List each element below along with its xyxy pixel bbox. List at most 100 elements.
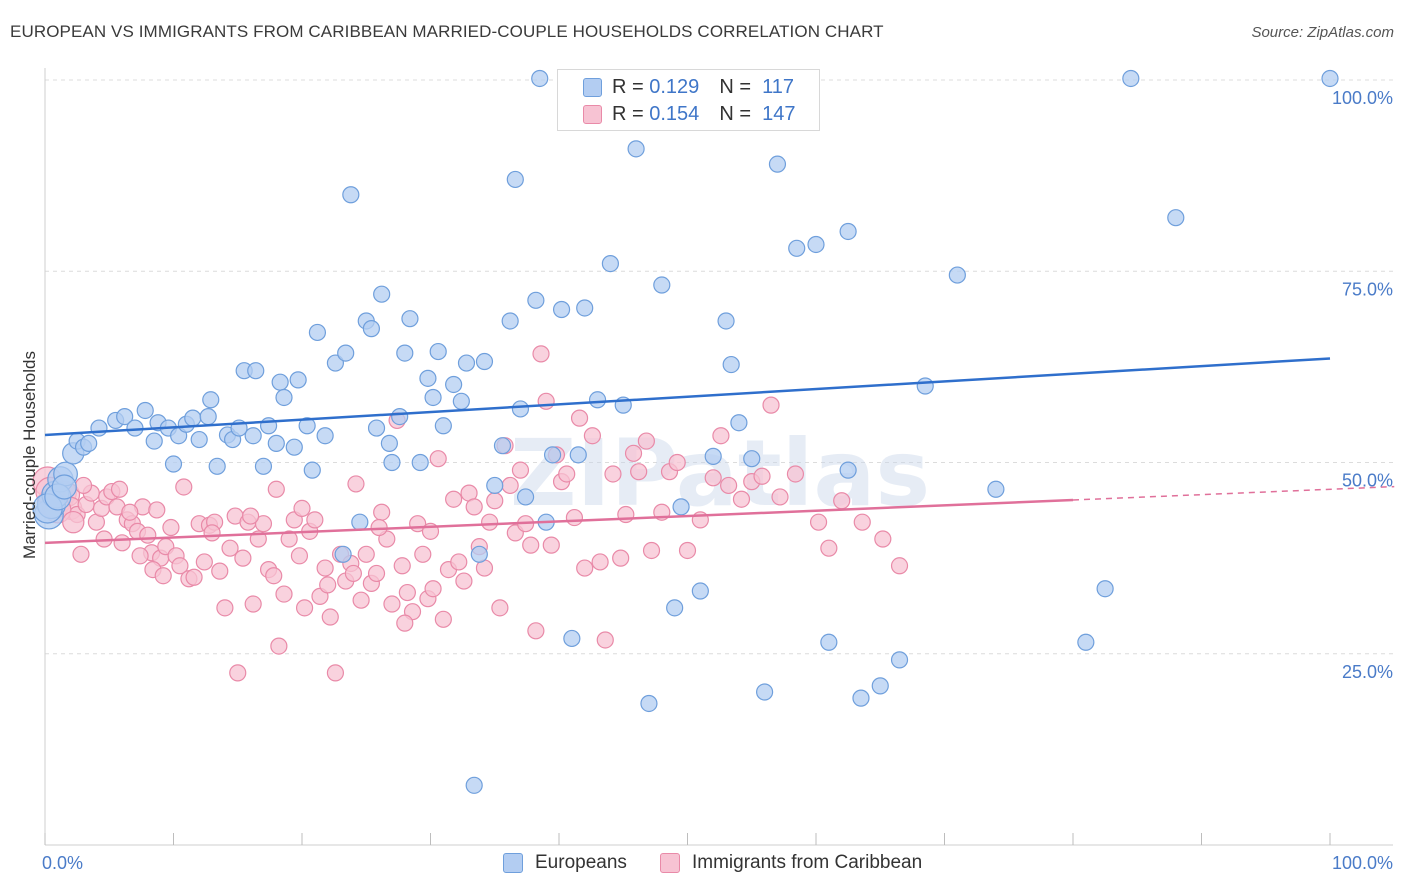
data-point	[429, 450, 447, 468]
data-point	[1096, 580, 1114, 598]
data-point	[326, 664, 345, 682]
series-legend-europeans[interactable]: Europeans	[503, 852, 627, 874]
legend-r-label: R =	[612, 75, 644, 98]
data-point	[601, 255, 620, 273]
data-point	[470, 545, 488, 563]
chart-title: EUROPEAN VS IMMIGRANTS FROM CARIBBEAN MA…	[10, 22, 884, 41]
data-point	[184, 409, 202, 427]
data-point	[319, 576, 337, 594]
data-point	[139, 526, 157, 544]
data-point	[90, 419, 108, 437]
legend-row-caribbean: R = 0.154 N = 147	[583, 102, 796, 126]
data-point	[326, 354, 345, 372]
data-point	[455, 572, 473, 590]
data-point	[604, 465, 622, 483]
data-point	[637, 432, 655, 450]
europeans-swatch	[503, 853, 523, 873]
data-point	[833, 492, 851, 510]
axes	[44, 68, 1393, 846]
data-point	[80, 434, 98, 452]
data-point	[244, 595, 262, 613]
data-point	[293, 499, 311, 517]
data-point	[434, 417, 452, 435]
data-point	[506, 170, 524, 189]
data-point	[753, 467, 771, 485]
data-point	[154, 567, 172, 585]
data-point	[347, 475, 365, 493]
data-point	[871, 677, 889, 695]
data-point	[280, 530, 298, 548]
data-point	[552, 300, 571, 319]
data-point	[612, 549, 630, 567]
data-point	[445, 375, 463, 394]
data-point	[755, 683, 774, 701]
y-tick-labels: 25.0% 50.0% 75.0% 100.0%	[1332, 88, 1393, 682]
data-point	[511, 400, 530, 418]
data-point	[820, 539, 838, 557]
series-legend-caribbean[interactable]: Immigrants from Caribbean	[660, 852, 922, 874]
data-point	[704, 469, 722, 487]
data-point	[576, 299, 594, 317]
data-point	[289, 371, 307, 389]
data-point	[1321, 69, 1339, 88]
y-tick-label: 25.0%	[1342, 662, 1393, 682]
data-point	[116, 408, 134, 426]
data-point	[429, 342, 447, 361]
data-point	[351, 513, 369, 531]
data-point	[450, 553, 468, 571]
data-point	[486, 492, 504, 510]
data-point	[809, 513, 828, 531]
data-point	[383, 453, 401, 472]
data-point	[591, 553, 609, 571]
data-point	[306, 511, 324, 529]
data-point	[367, 564, 386, 583]
data-point	[771, 488, 789, 506]
data-point	[110, 480, 129, 498]
data-point	[527, 622, 545, 640]
data-point	[247, 362, 265, 380]
data-point	[434, 610, 452, 628]
europeans-label: Europeans	[535, 852, 627, 873]
data-point	[839, 461, 857, 479]
europeans-trendline	[44, 357, 1331, 437]
data-point	[532, 345, 550, 363]
legend-n-value: 147	[762, 102, 796, 125]
data-point	[303, 461, 321, 479]
y-tick-label: 50.0%	[1342, 471, 1393, 491]
data-point	[542, 536, 560, 554]
data-point	[383, 595, 401, 613]
data-point	[164, 455, 183, 473]
series-legend: Europeans Immigrants from Caribbean	[0, 852, 1406, 878]
data-point	[270, 637, 288, 655]
data-point	[452, 392, 470, 410]
data-point	[373, 285, 391, 303]
data-point	[691, 582, 709, 600]
data-point	[558, 465, 576, 483]
data-point	[202, 391, 220, 409]
y-tick-label: 100.0%	[1332, 88, 1393, 108]
data-point	[627, 140, 645, 158]
legend-r-value: 0.129	[649, 75, 700, 98]
data-point	[493, 437, 512, 455]
data-point	[820, 633, 838, 651]
data-point	[162, 518, 180, 537]
data-point	[195, 553, 213, 571]
trendlines	[44, 357, 1395, 545]
data-point	[424, 388, 442, 407]
data-point	[199, 408, 217, 426]
data-point	[890, 557, 909, 575]
data-point	[852, 689, 870, 707]
data-point	[762, 396, 780, 414]
data-point	[890, 651, 909, 669]
data-point	[457, 354, 476, 372]
data-point	[516, 488, 535, 506]
data-point	[357, 545, 375, 563]
data-point	[642, 541, 661, 560]
data-point	[569, 446, 587, 464]
data-point	[1167, 209, 1185, 227]
data-point	[221, 539, 239, 557]
legend-r-value: 0.154	[649, 102, 700, 125]
data-point	[285, 438, 303, 456]
data-point	[342, 186, 360, 204]
